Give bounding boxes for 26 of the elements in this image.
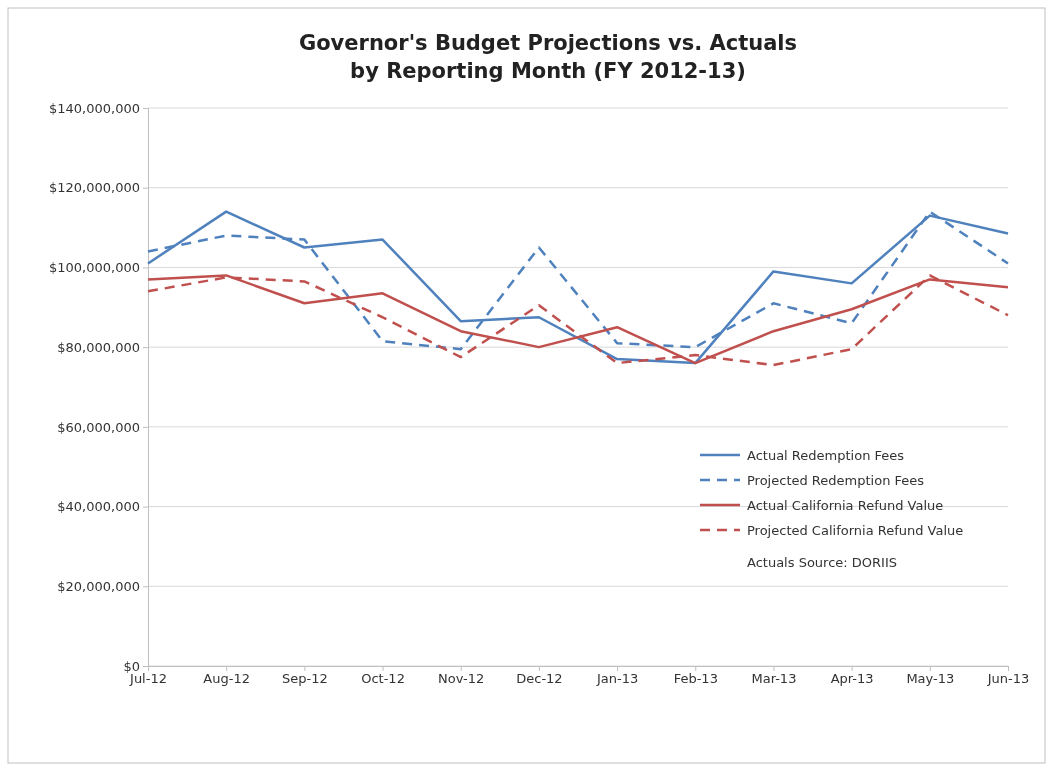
y-tick-label: $0 [123,658,140,674]
x-tick-label: Jun-13 [986,671,1030,687]
annotation: Actuals Source: DORIIS [747,555,897,570]
y-tick-label: $120,000,000 [49,180,140,196]
legend-label: Actual California Refund Value [747,498,944,513]
legend-label: Actual Redemption Fees [747,448,905,463]
x-tick-label: Jul-12 [129,671,167,687]
x-tick-label: Nov-12 [438,671,485,687]
x-tick-label: Jan-13 [595,671,639,687]
x-tick-label: May-13 [906,671,955,687]
x-tick-label: Feb-13 [673,671,718,687]
chart-title: Governor's Budget Projections vs. Actuals by Reporting Month (FY 2012-13) [298,31,798,83]
y-tick-label: $40,000,000 [57,499,140,515]
x-tick-label: Mar-13 [751,671,797,687]
y-tick-label: $100,000,000 [49,260,140,276]
x-tick-label: Apr-13 [830,671,874,687]
legend-label: Projected California Refund Value [747,523,964,538]
y-tick-label: $60,000,000 [57,419,140,435]
legend-label: Projected Redemption Fees [747,473,925,488]
x-tick-label: Aug-12 [203,671,250,687]
y-tick-label: $80,000,000 [57,339,140,355]
y-tick-label: $20,000,000 [57,578,140,594]
x-tick-label: Oct-12 [361,671,405,687]
x-tick-label: Sep-12 [281,671,328,687]
y-tick-label: $140,000,000 [49,100,140,116]
x-tick-label: Dec-12 [516,671,563,687]
